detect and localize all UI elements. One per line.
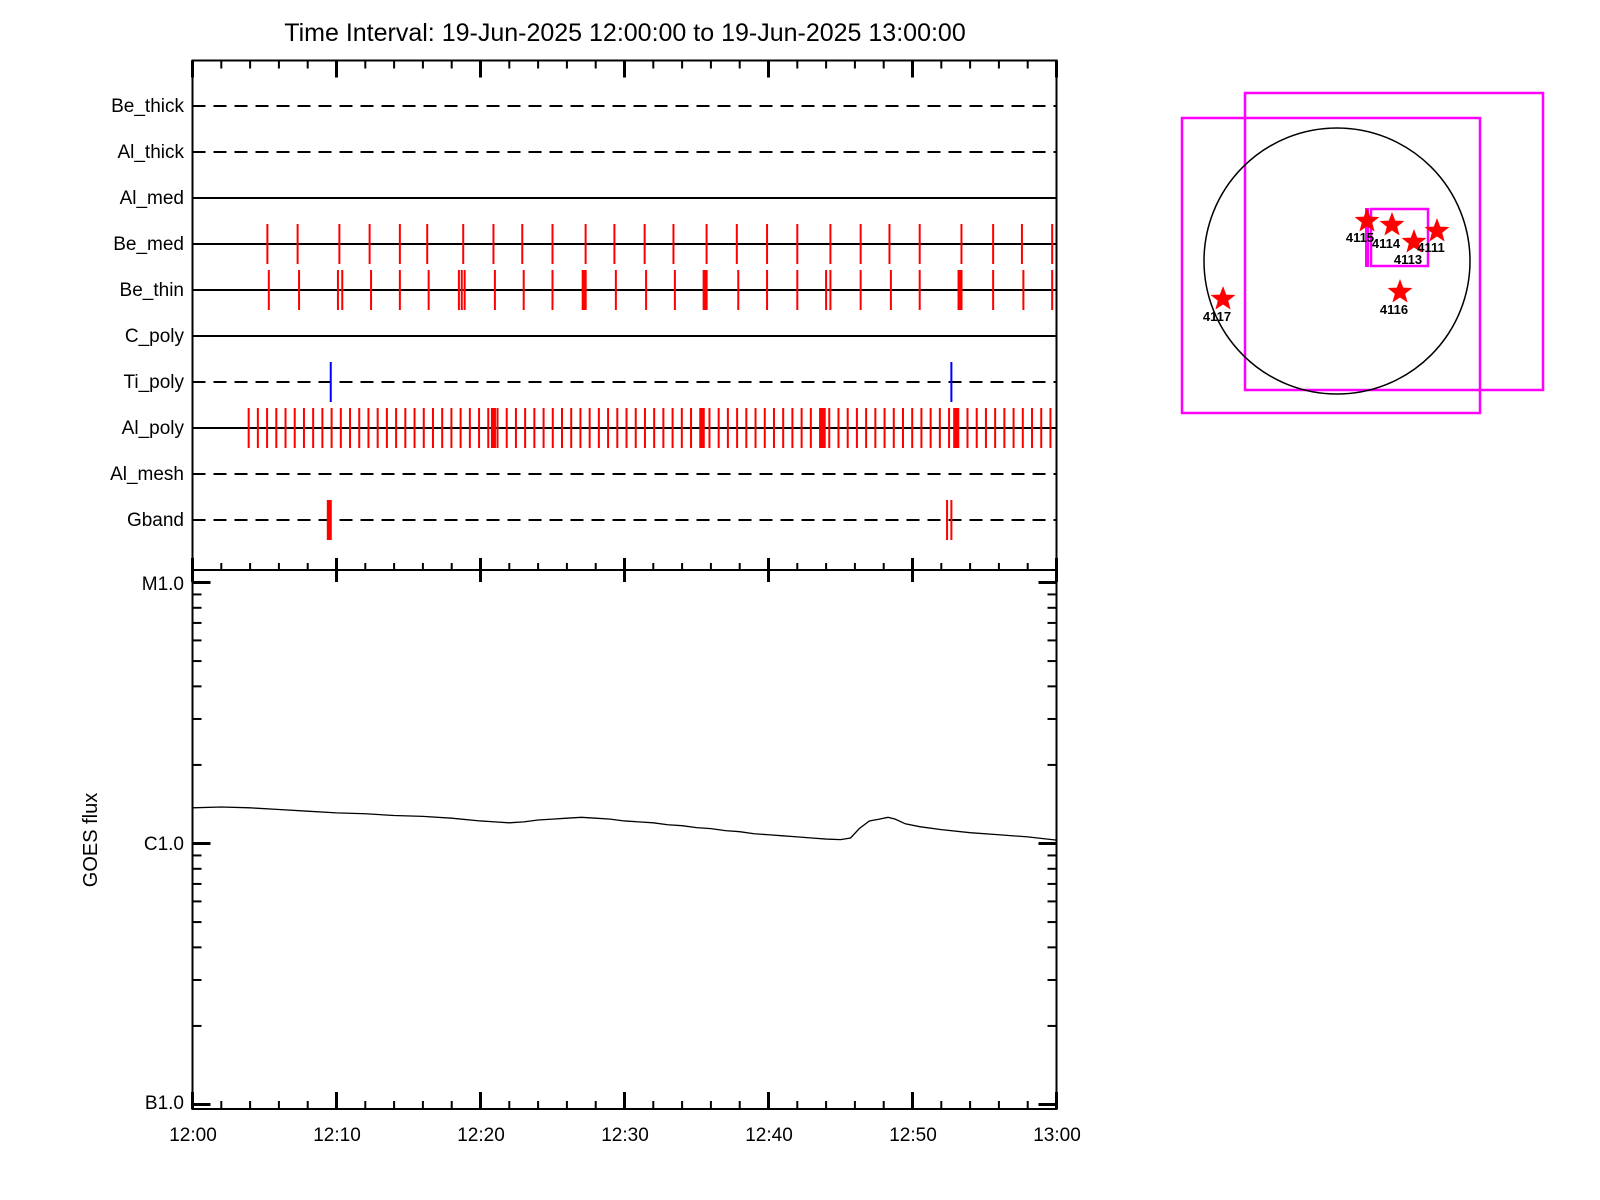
- page-title: Time Interval: 19-Jun-2025 12:00:00 to 1…: [284, 19, 965, 47]
- goes-flux-axis-title: GOES flux: [80, 793, 102, 887]
- row-label-c-poly: C_poly: [125, 326, 185, 347]
- row-label-ti-poly: Ti_poly: [123, 372, 184, 393]
- row-label-al-med: Al_med: [120, 188, 184, 209]
- ar-label-4111: 4111: [1417, 240, 1445, 255]
- timeline-row-labels: Be_thick Al_thick Al_med Be_med Be_thin …: [110, 96, 184, 531]
- ar-label-4113: 4113: [1394, 252, 1422, 267]
- ytick-c1: C1.0: [144, 834, 184, 855]
- row-label-be-thick: Be_thick: [111, 96, 184, 117]
- active-region-labels: 4115 4114 4113 4111 4116 4117: [1203, 230, 1445, 324]
- xtick-1240: 12:40: [745, 1125, 793, 1146]
- row-label-al-poly: Al_poly: [122, 418, 185, 439]
- xtick-1200: 12:00: [169, 1125, 217, 1146]
- sun-map-panel: [1180, 91, 1545, 415]
- goes-x-tick-labels: 12:00 12:10 12:20 12:30 12:40 12:50 13:0…: [169, 1125, 1081, 1146]
- row-label-al-thick: Al_thick: [117, 142, 184, 163]
- xtick-1300: 13:00: [1033, 1125, 1081, 1146]
- xtick-1250: 12:50: [889, 1125, 937, 1146]
- xtick-1210: 12:10: [313, 1125, 361, 1146]
- timeline-panel: [191, 59, 1058, 582]
- ar-label-4116: 4116: [1380, 302, 1408, 317]
- row-label-gband: Gband: [127, 510, 184, 531]
- row-label-al-mesh: Al_mesh: [110, 464, 184, 485]
- goes-flux-panel: [191, 569, 1058, 1110]
- row-label-be-med: Be_med: [113, 234, 184, 255]
- ytick-b1: B1.0: [145, 1093, 184, 1114]
- ar-label-4114: 4114: [1372, 236, 1401, 251]
- ytick-m1: M1.0: [142, 574, 184, 595]
- row-label-be-thin: Be_thin: [120, 280, 184, 301]
- goes-y-tick-labels: M1.0 C1.0 B1.0: [142, 574, 184, 1114]
- xtick-1230: 12:30: [601, 1125, 649, 1146]
- ar-label-4115: 4115: [1346, 230, 1374, 245]
- ar-label-4117: 4117: [1203, 309, 1231, 324]
- xtick-1220: 12:20: [457, 1125, 505, 1146]
